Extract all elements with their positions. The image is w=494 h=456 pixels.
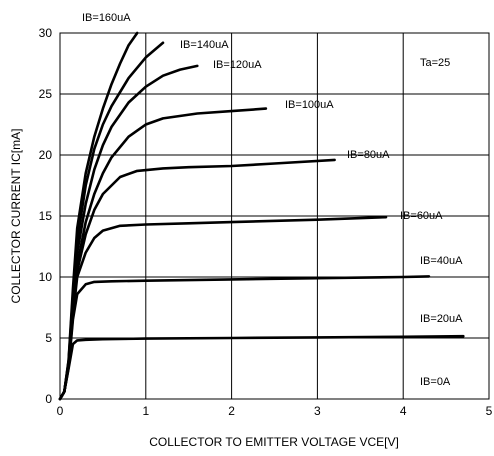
curve-label: IB=60uA xyxy=(400,210,443,222)
curve-label: IB=80uA xyxy=(347,149,390,161)
y-axis-title: COLLECTOR CURRENT IC[mA] xyxy=(9,129,23,304)
curves xyxy=(58,31,465,401)
curve-label: IB=0A xyxy=(420,376,451,388)
y-tick-label: 30 xyxy=(39,26,53,40)
y-tick-label: 20 xyxy=(39,148,53,162)
curve-label: IB=40uA xyxy=(420,255,463,267)
annotation-ta: Ta=25 xyxy=(420,57,450,69)
x-axis-title: COLLECTOR TO EMITTER VOLTAGE VCE[V] xyxy=(149,435,399,449)
x-tick-label: 2 xyxy=(228,404,235,418)
curve-label: IB=100uA xyxy=(285,99,334,111)
curve-label: IB=160uA xyxy=(82,12,131,24)
x-tick-label: 3 xyxy=(314,404,321,418)
x-tick-label: 5 xyxy=(486,404,493,418)
curve-label: IB=120uA xyxy=(213,59,262,71)
curve-labels: IB=160uA IB=140uA IB=120uA IB=100uA IB=80uA I… xyxy=(82,12,463,388)
x-tick-label: 1 xyxy=(142,404,149,418)
curve-ib-160ua xyxy=(58,31,139,401)
y-tick-label: 25 xyxy=(39,87,53,101)
tick-labels: 0 1 2 3 4 5 0 5 10 15 20 25 30 xyxy=(39,26,493,418)
y-tick-label: 15 xyxy=(39,209,53,223)
x-tick-label: 0 xyxy=(57,404,64,418)
grid xyxy=(60,33,489,399)
y-tick-label: 0 xyxy=(45,392,52,406)
curve-label: IB=140uA xyxy=(180,39,229,51)
curve-label: IB=20uA xyxy=(420,313,463,325)
x-tick-label: 4 xyxy=(400,404,407,418)
plot-frame xyxy=(59,32,490,400)
y-tick-label: 10 xyxy=(39,270,53,284)
y-tick-label: 5 xyxy=(45,331,52,345)
